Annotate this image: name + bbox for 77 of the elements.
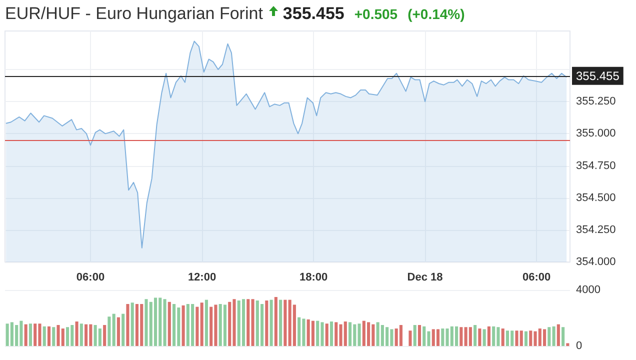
bar <box>28 324 32 346</box>
bar <box>42 326 46 346</box>
ref-line-label: 355.455 <box>576 68 620 83</box>
bar <box>348 322 352 346</box>
y-tick-label: 354.500 <box>576 192 616 204</box>
bar <box>330 322 334 346</box>
bar <box>204 300 208 346</box>
x-tick-label: 18:00 <box>299 272 328 284</box>
bar <box>552 326 556 346</box>
bar <box>436 329 440 346</box>
bar <box>478 328 482 346</box>
bar <box>506 330 510 346</box>
bar <box>24 324 28 346</box>
bar <box>482 329 486 346</box>
bar <box>274 297 278 346</box>
y-tick-label: 355.000 <box>576 128 616 140</box>
bar <box>130 302 134 346</box>
bar <box>112 314 116 346</box>
bar <box>196 306 199 346</box>
bar <box>265 300 268 346</box>
bar <box>460 327 463 346</box>
y-tick-label: 4000 <box>576 284 600 296</box>
bar <box>223 304 227 346</box>
bar <box>135 304 139 346</box>
bar <box>311 320 314 346</box>
bar <box>200 302 204 346</box>
bar <box>548 327 551 346</box>
bar <box>474 325 477 346</box>
bar <box>172 304 176 346</box>
bar <box>524 331 528 346</box>
x-tick-label: 06:00 <box>76 272 105 284</box>
chart-title: EUR/HUF - Euro Hungarian Forint <box>5 4 263 24</box>
bar <box>279 300 282 346</box>
text: 355.455 <box>282 4 344 24</box>
bar <box>103 325 106 346</box>
bar <box>122 314 125 346</box>
bar <box>298 317 301 346</box>
bar <box>492 326 496 346</box>
bar <box>468 327 472 346</box>
bar <box>116 317 120 346</box>
text: +0.505 <box>354 6 398 22</box>
bar <box>210 306 213 346</box>
bar <box>98 328 102 346</box>
bar <box>47 326 51 346</box>
bar <box>80 324 83 346</box>
bar <box>108 316 111 346</box>
y-tick-label: 354.000 <box>576 256 616 268</box>
bar <box>168 302 171 346</box>
bar <box>284 300 287 346</box>
bar <box>408 330 412 346</box>
y-tick-label: 354.750 <box>576 160 616 172</box>
bar <box>66 327 70 346</box>
bar <box>84 324 88 346</box>
y-tick-label: 0 <box>576 340 582 352</box>
bar <box>242 299 246 346</box>
bar <box>154 298 158 346</box>
bar <box>270 300 273 346</box>
y-tick-label: 354.250 <box>576 224 616 236</box>
text: (+0.14%) <box>408 6 465 22</box>
bar <box>126 304 130 346</box>
bar <box>487 326 490 346</box>
bar <box>566 343 570 346</box>
y-tick-label: 355.250 <box>576 96 616 108</box>
bar <box>358 324 361 346</box>
bar <box>75 322 78 346</box>
x-tick-label: 06:00 <box>522 272 551 284</box>
x-tick-label: 12:00 <box>188 272 216 284</box>
bar <box>418 325 422 346</box>
bar <box>399 325 402 346</box>
bar <box>556 324 560 346</box>
bar <box>562 327 565 346</box>
bar <box>413 325 416 346</box>
bar <box>325 324 328 346</box>
x-tick-label: Dec 18 <box>407 272 443 284</box>
bar <box>52 327 56 346</box>
bar <box>501 328 504 346</box>
bar <box>182 305 185 346</box>
